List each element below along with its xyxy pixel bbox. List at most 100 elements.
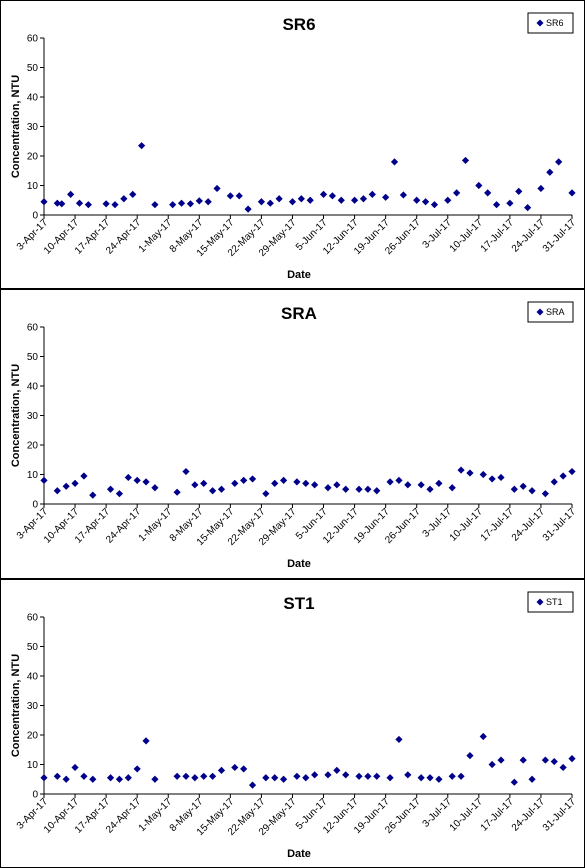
data-point bbox=[426, 774, 434, 782]
y-tick-label: 0 bbox=[32, 500, 38, 511]
y-tick-label: 50 bbox=[27, 63, 39, 74]
y-axis-label: Concentration, NTU bbox=[10, 654, 22, 757]
y-tick-label: 50 bbox=[27, 642, 39, 653]
data-point bbox=[106, 485, 115, 493]
data-point bbox=[519, 756, 527, 764]
y-tick-label: 20 bbox=[27, 731, 39, 742]
chart-sr6: SR601020304050603-Apr-1710-Apr-1717-Apr-… bbox=[10, 12, 579, 281]
y-tick-label: 60 bbox=[27, 323, 39, 334]
data-point bbox=[342, 485, 350, 493]
data-point bbox=[275, 195, 283, 203]
legend: ST1 bbox=[527, 591, 574, 613]
data-point bbox=[240, 476, 248, 484]
y-tick-label: 10 bbox=[27, 181, 39, 192]
y-tick-label: 20 bbox=[27, 441, 39, 452]
data-point bbox=[555, 158, 563, 166]
chart-title: SR6 bbox=[282, 15, 315, 34]
data-point bbox=[488, 760, 496, 769]
data-point bbox=[240, 765, 248, 773]
data-point bbox=[537, 184, 545, 193]
data-point bbox=[124, 774, 132, 782]
data-point bbox=[138, 142, 146, 150]
data-point bbox=[364, 485, 372, 493]
data-point bbox=[111, 201, 119, 209]
data-point bbox=[288, 198, 297, 206]
data-point bbox=[271, 479, 279, 487]
data-point bbox=[311, 771, 319, 779]
data-point bbox=[115, 490, 124, 498]
data-point bbox=[395, 735, 403, 744]
data-point bbox=[297, 195, 305, 203]
data-point bbox=[466, 752, 474, 760]
data-point bbox=[279, 476, 288, 484]
data-point bbox=[71, 763, 79, 772]
data-point bbox=[213, 184, 221, 193]
data-point bbox=[435, 775, 443, 783]
data-point bbox=[417, 481, 425, 489]
data-point bbox=[333, 481, 341, 489]
data-point bbox=[417, 774, 425, 782]
data-point bbox=[133, 765, 141, 773]
legend: SRA bbox=[527, 301, 574, 323]
data-point bbox=[337, 196, 345, 204]
data-point bbox=[191, 481, 199, 489]
data-point bbox=[186, 200, 195, 208]
data-point bbox=[262, 490, 270, 498]
data-point bbox=[479, 470, 487, 479]
data-point bbox=[293, 772, 301, 780]
data-point bbox=[559, 763, 567, 772]
data-point bbox=[395, 476, 403, 484]
data-point bbox=[200, 479, 208, 487]
data-point bbox=[231, 763, 239, 772]
data-point bbox=[293, 478, 301, 486]
data-point bbox=[191, 774, 199, 782]
y-tick-label: 0 bbox=[32, 790, 38, 801]
data-point bbox=[173, 488, 181, 496]
x-tick-label: 31-Jul-17 bbox=[541, 217, 579, 255]
data-point bbox=[67, 190, 75, 198]
data-point bbox=[53, 487, 61, 495]
data-point bbox=[559, 472, 567, 480]
data-point bbox=[382, 193, 390, 201]
legend-label: SR6 bbox=[546, 18, 564, 28]
data-point bbox=[142, 478, 150, 486]
data-point bbox=[80, 472, 88, 480]
data-point bbox=[151, 201, 159, 209]
data-point bbox=[497, 756, 505, 764]
data-point bbox=[373, 487, 381, 495]
data-point bbox=[182, 772, 190, 780]
data-point bbox=[257, 198, 266, 206]
chart-panel-sra: SRA 0 10 20 30 40 50 60 3-Apr-17 10-Apr-17 17-Apr-… bbox=[0, 289, 585, 579]
y-tick-label: 30 bbox=[27, 701, 39, 712]
data-point bbox=[568, 467, 576, 476]
data-point bbox=[492, 201, 501, 209]
data-point bbox=[53, 772, 61, 780]
data-point bbox=[404, 771, 412, 779]
legend-box bbox=[527, 12, 574, 34]
data-point bbox=[466, 469, 474, 477]
data-point bbox=[40, 476, 48, 484]
data-point bbox=[355, 772, 363, 780]
data-point bbox=[550, 757, 558, 766]
y-tick-label: 60 bbox=[27, 613, 39, 624]
data-point bbox=[279, 775, 288, 783]
y-tick-label: 50 bbox=[27, 352, 39, 363]
data-point bbox=[151, 775, 159, 783]
data-point bbox=[106, 774, 115, 782]
data-point bbox=[102, 200, 110, 208]
chart-panel-st1: ST1 0 10 20 30 40 50 60 3-Apr-17 10-Apr-17 17-Apr-… bbox=[0, 579, 585, 868]
data-point bbox=[390, 158, 399, 166]
data-point bbox=[248, 781, 257, 789]
data-point bbox=[550, 478, 558, 486]
data-point bbox=[62, 482, 70, 490]
data-point bbox=[271, 774, 279, 782]
data-point bbox=[364, 772, 372, 780]
data-point bbox=[368, 190, 376, 198]
data-point bbox=[209, 772, 217, 780]
data-point bbox=[75, 199, 84, 207]
data-point bbox=[342, 771, 350, 779]
y-tick-label: 20 bbox=[27, 152, 39, 163]
data-point bbox=[453, 189, 461, 197]
data-point bbox=[142, 737, 150, 745]
data-point bbox=[328, 192, 337, 200]
